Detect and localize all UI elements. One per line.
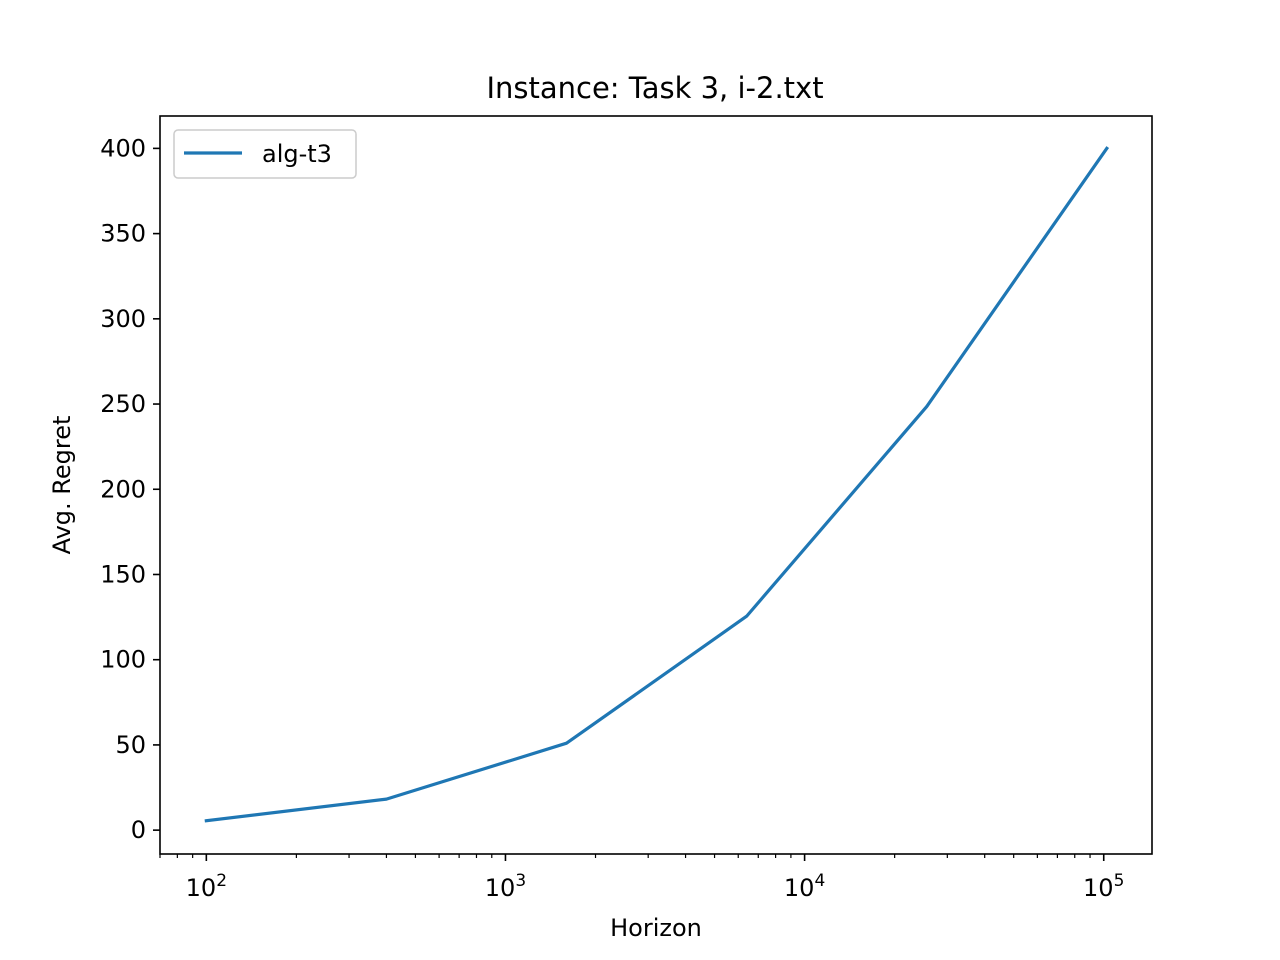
x-tick-label: 102: [186, 871, 227, 902]
x-tick-label: 104: [784, 871, 825, 902]
series-layer: [204, 146, 1110, 823]
x-tick-exponent: 2: [216, 871, 227, 891]
x-axis-ticks: 102 103 104 105: [159, 854, 1124, 902]
x-tick-base: 10: [1083, 874, 1114, 902]
chart-title: Instance: Task 3, i-2.txt: [486, 71, 823, 105]
legend-label-alg-t3: alg-t3: [262, 140, 332, 168]
x-tick-label: 105: [1083, 871, 1124, 902]
y-tick-label: 350: [100, 220, 146, 248]
x-tick-exponent: 4: [814, 871, 825, 891]
y-axis-ticks: 0 50 100 150 200 250 300 350 400: [100, 134, 160, 844]
y-axis-title: Avg. Regret: [48, 416, 76, 555]
y-tick-label: 50: [115, 731, 146, 759]
x-tick-base: 10: [485, 874, 516, 902]
y-tick-label: 200: [100, 475, 146, 503]
x-axis-title: Horizon: [610, 914, 702, 942]
y-tick-label: 400: [100, 134, 146, 162]
plot-frame: [159, 115, 1153, 855]
y-tick-label: 250: [100, 390, 146, 418]
y-tick-label: 0: [131, 816, 146, 844]
y-tick-label: 100: [100, 646, 146, 674]
x-tick-exponent: 5: [1114, 871, 1125, 891]
y-tick-label: 150: [100, 560, 146, 588]
x-tick-exponent: 3: [515, 871, 526, 891]
legend: alg-t3: [173, 129, 357, 179]
x-tick-base: 10: [186, 874, 217, 902]
x-tick-base: 10: [784, 874, 815, 902]
y-tick-label: 300: [100, 305, 146, 333]
x-tick-label: 103: [485, 871, 526, 902]
legend-box: [173, 129, 357, 179]
series-line-alg-t3: [204, 146, 1110, 823]
